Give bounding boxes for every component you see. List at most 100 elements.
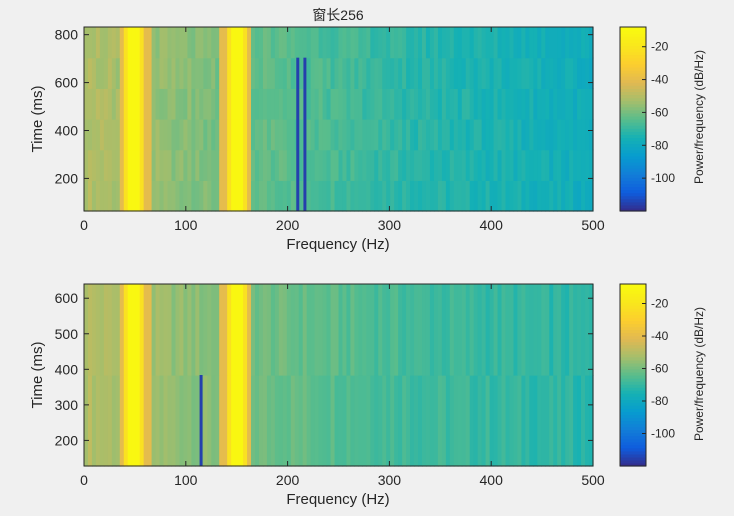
heatmap-cell	[258, 27, 264, 59]
heatmap-cell	[565, 375, 570, 467]
colorbar-segment	[620, 149, 646, 154]
colorbar-tick-label: -60	[651, 105, 669, 119]
heatmap-cell	[577, 149, 582, 181]
heatmap-cell	[453, 180, 459, 212]
heatmap-cell	[541, 375, 546, 467]
heatmap-cell	[541, 57, 546, 89]
heatmap-cell	[505, 375, 511, 467]
heatmap-cell	[517, 88, 523, 120]
heatmap-cell	[501, 119, 507, 151]
heatmap-cell	[290, 27, 296, 59]
heatmap-cell	[441, 284, 447, 376]
heatmap-cell	[449, 284, 455, 376]
heatmap-cell	[402, 375, 407, 467]
heatmap-cell	[314, 88, 320, 120]
heatmap-cell	[342, 88, 348, 120]
colorbar-segment	[620, 402, 646, 406]
heatmap-cell	[577, 284, 582, 376]
heatmap-cell	[585, 88, 590, 120]
heatmap-cell	[422, 57, 427, 89]
heatmap-cell	[394, 88, 399, 120]
heatmap-cell	[565, 57, 570, 89]
heatmap-cell	[342, 284, 348, 376]
colorbar-segment	[620, 48, 646, 53]
heatmap-cell	[461, 57, 467, 89]
heatmap-cell	[449, 27, 455, 59]
heatmap-cell	[418, 284, 423, 376]
heatmap-cell	[565, 180, 570, 212]
heatmap-cell	[87, 284, 93, 376]
heatmap-cell	[159, 57, 165, 89]
heatmap-cell	[561, 180, 566, 212]
heatmap-cell	[410, 57, 415, 89]
heatmap-cell	[473, 149, 479, 181]
heatmap-cell	[84, 88, 89, 120]
heatmap-cell	[386, 284, 391, 376]
heatmap-cell	[493, 27, 499, 59]
heatmap-cell	[84, 57, 89, 89]
plot-1-xlabel: Frequency (Hz)	[286, 236, 389, 253]
heatmap-cell	[437, 149, 443, 181]
colorbar-segment	[620, 335, 646, 340]
heatmap-cell	[394, 149, 399, 181]
heatmap-cell	[231, 149, 236, 181]
heatmap-cell	[390, 119, 395, 151]
heatmap-cell	[167, 284, 173, 376]
heatmap-cell	[326, 375, 332, 467]
heatmap-cell	[143, 57, 149, 89]
heatmap-cell	[394, 284, 399, 376]
heatmap-cell	[569, 119, 574, 151]
colorbar-segment	[620, 438, 646, 443]
heatmap-cell	[310, 149, 316, 181]
heatmap-cell	[517, 284, 523, 376]
heatmap-cell	[167, 119, 173, 151]
heatmap-cell	[398, 284, 403, 376]
heatmap-cell	[509, 119, 515, 151]
heatmap-cell	[147, 180, 153, 212]
heatmap-cell	[382, 180, 387, 212]
heatmap-cell	[545, 88, 550, 120]
heatmap-cell	[445, 375, 451, 467]
heatmap-cell	[171, 149, 177, 181]
heatmap-cell	[465, 180, 471, 212]
heatmap-cell	[318, 149, 324, 181]
heatmap-cell	[473, 375, 479, 467]
heatmap-cell	[223, 180, 228, 212]
colorbar-segment	[620, 353, 646, 358]
heatmap-cell	[557, 149, 562, 181]
heatmap-cell	[525, 284, 530, 376]
heatmap-cell	[115, 88, 121, 120]
heatmap-cell	[398, 375, 403, 467]
heatmap-cell	[501, 284, 507, 376]
heatmap-cell	[143, 27, 149, 59]
heatmap-cell	[163, 88, 169, 120]
heatmap-cell	[95, 284, 101, 376]
heatmap-cell	[147, 88, 153, 120]
heatmap-cell	[278, 119, 284, 151]
colorbar-segment	[620, 112, 646, 117]
heatmap-cell	[119, 57, 125, 89]
heatmap-cell	[382, 27, 387, 59]
heatmap-cell	[274, 180, 280, 212]
heatmap-cell	[358, 27, 363, 59]
x-tick-label: 300	[378, 217, 402, 233]
heatmap-cell	[441, 88, 447, 120]
heatmap-cell	[445, 57, 451, 89]
heatmap-cell	[270, 149, 276, 181]
heatmap-cell	[350, 88, 356, 120]
heatmap-cell	[429, 375, 435, 467]
heatmap-cell	[286, 149, 292, 181]
colorbar-segment	[620, 33, 646, 37]
heatmap-cell	[294, 27, 300, 59]
heatmap-cell	[553, 57, 558, 89]
heatmap-cell	[278, 149, 284, 181]
colorbar-segment	[620, 341, 646, 346]
heatmap-cell	[239, 375, 244, 467]
heatmap-cell	[139, 180, 145, 212]
heatmap-cell	[521, 27, 526, 59]
heatmap-cell	[282, 119, 288, 151]
heatmap-cell	[195, 284, 200, 376]
heatmap-cell	[258, 284, 264, 376]
heatmap-cell	[414, 284, 419, 376]
colorbar-segment	[620, 362, 646, 367]
